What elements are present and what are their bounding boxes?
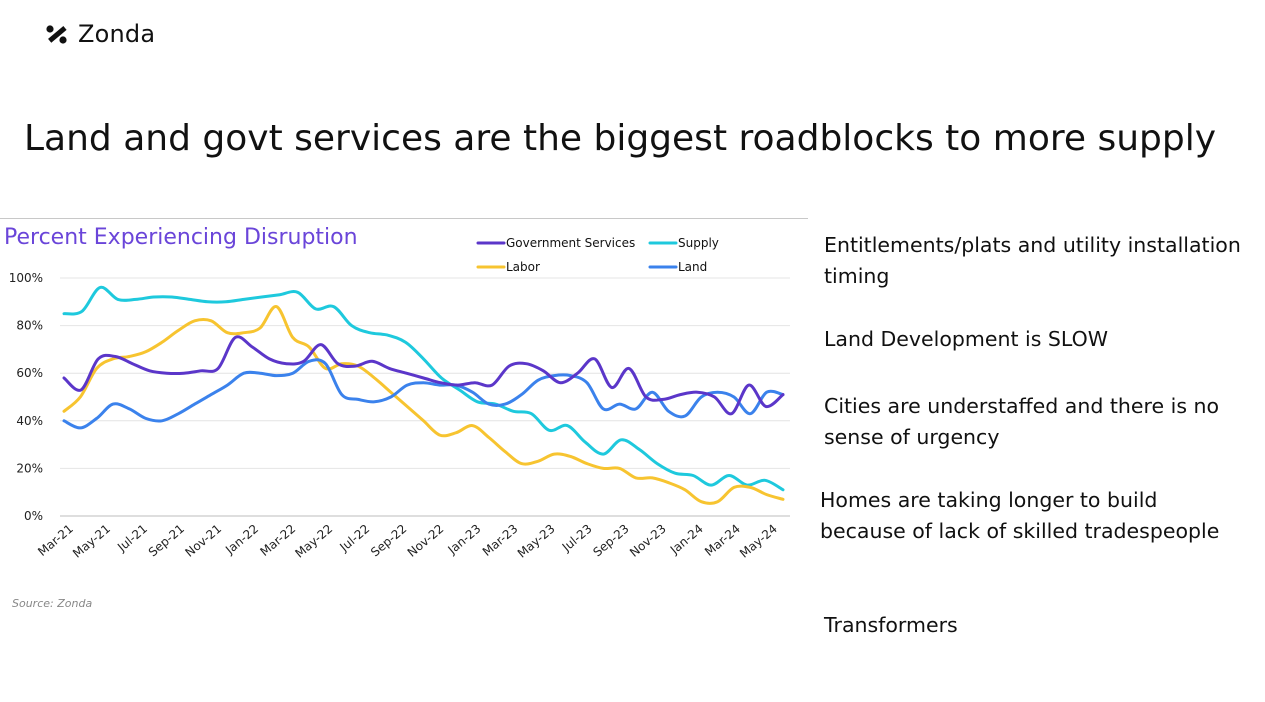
x-tick-label: Mar-24 (702, 522, 743, 559)
logo-text: Zonda (78, 20, 156, 48)
x-tick-label: May-23 (515, 522, 558, 561)
x-tick-label: Mar-22 (257, 522, 298, 559)
note-transformers: Transformers (824, 613, 958, 637)
x-tick-label: Jan-23 (445, 522, 484, 558)
chart-panel: Percent Experiencing Disruption 0% 20% 40% 6… (0, 218, 810, 618)
x-tick-label: May-22 (292, 522, 335, 561)
series-line-land (62, 358, 785, 430)
legend-label-land: Land (678, 260, 707, 274)
x-tick-label: Jul-21 (114, 522, 150, 555)
x-tick-label: Mar-23 (480, 522, 521, 559)
chart-title: Percent Experiencing Disruption (4, 225, 358, 250)
series-line-labor (62, 305, 785, 505)
note-land-development: Land Development is SLOW (824, 327, 1109, 351)
chart-top-border (0, 218, 808, 219)
zonda-percent-icon (46, 25, 67, 44)
legend-label-labor: Labor (506, 260, 540, 274)
x-tick-label: Jul-23 (559, 522, 595, 555)
disruption-chart: Percent Experiencing Disruption 0% 20% 40% 6… (4, 225, 790, 561)
x-tick-label: Sep-22 (368, 522, 409, 560)
y-tick-label: 20% (16, 461, 43, 475)
x-tick-label: Jul-22 (336, 522, 372, 555)
note-cities-understaffed: Cities are understaffed and there is no … (824, 394, 1220, 449)
legend-label-government-services: Government Services (506, 236, 635, 250)
series-line-government-services (62, 335, 785, 416)
x-tick-label: Nov-21 (182, 522, 224, 560)
x-tick-label: Nov-22 (405, 522, 447, 560)
series-line-supply (62, 285, 785, 492)
y-tick-label: 60% (16, 366, 43, 380)
y-tick-label: 100% (9, 271, 43, 285)
source-note: Source: Zonda (12, 597, 93, 610)
legend-label-supply: Supply (678, 236, 719, 250)
note-entitlements: Entitlements/plats and utility installat… (824, 233, 1241, 288)
x-tick-label: Jan-24 (667, 522, 706, 558)
x-tick-label: May-24 (737, 522, 780, 561)
zonda-logo: Zonda (44, 20, 155, 48)
y-tick-label: 80% (16, 319, 43, 333)
x-tick-label: May-21 (70, 522, 113, 561)
y-tick-label: 40% (16, 414, 43, 428)
x-tick-label: Nov-23 (627, 522, 669, 560)
x-tick-label: Jan-22 (222, 522, 261, 558)
x-tick-label: Mar-21 (35, 522, 76, 559)
slide-title: Land and govt services are the biggest r… (24, 118, 1217, 159)
note-homes-longer: Homes are taking longer to build because… (820, 488, 1220, 543)
x-tick-label: Sep-21 (146, 522, 187, 560)
y-tick-label: 0% (24, 509, 43, 523)
x-tick-label: Sep-23 (590, 522, 631, 560)
